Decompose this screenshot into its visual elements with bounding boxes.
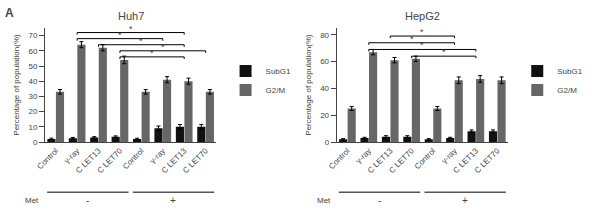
svg-text:Percentage of population(%): Percentage of population(%) [12, 34, 21, 136]
svg-text:*: * [161, 42, 165, 52]
svg-text:*: * [442, 47, 446, 57]
svg-text:*: * [420, 27, 424, 37]
svg-text:SubG1: SubG1 [557, 67, 582, 76]
svg-text:A: A [5, 6, 14, 20]
svg-text:*: * [118, 30, 122, 40]
svg-text:C LET13: C LET13 [74, 146, 103, 175]
svg-text:40: 40 [28, 77, 37, 86]
svg-text:40: 40 [320, 84, 329, 93]
svg-text:Met: Met [25, 196, 39, 205]
svg-text:γ-ray: γ-ray [354, 146, 373, 165]
svg-text:*: * [129, 24, 133, 34]
svg-text:γ-ray: γ-ray [148, 146, 167, 165]
svg-text:Control: Control [121, 146, 146, 171]
svg-text:Control: Control [413, 146, 438, 171]
svg-text:Met: Met [317, 196, 331, 205]
svg-text:*: * [420, 40, 424, 50]
svg-text:*: * [410, 34, 414, 44]
svg-text:γ-ray: γ-ray [62, 146, 81, 165]
svg-text:C LET13: C LET13 [160, 146, 189, 175]
svg-text:C LET13: C LET13 [451, 146, 480, 175]
svg-text:C LET70: C LET70 [387, 146, 416, 175]
svg-text:+: + [170, 195, 176, 206]
svg-text:60: 60 [320, 57, 329, 66]
svg-text:C LET70: C LET70 [95, 146, 124, 175]
svg-text:30: 30 [28, 92, 37, 101]
svg-text:*: * [150, 48, 154, 58]
svg-text:0: 0 [33, 138, 38, 147]
svg-text:*: * [139, 36, 143, 46]
svg-text:Huh7: Huh7 [118, 10, 144, 22]
svg-text:SubG1: SubG1 [266, 67, 291, 76]
svg-text:50: 50 [28, 62, 37, 71]
svg-text:Control: Control [327, 146, 352, 171]
svg-text:-: - [86, 195, 89, 206]
svg-text:G2/M: G2/M [266, 86, 286, 95]
svg-text:20: 20 [28, 107, 37, 116]
svg-text:10: 10 [28, 123, 37, 132]
svg-text:0: 0 [325, 138, 330, 147]
svg-text:70: 70 [28, 31, 37, 40]
svg-text:HepG2: HepG2 [405, 10, 440, 22]
svg-text:C LET70: C LET70 [473, 146, 502, 175]
svg-text:Percentage of population(%): Percentage of population(%) [304, 34, 313, 136]
svg-text:C LET13: C LET13 [366, 146, 395, 175]
svg-text:-: - [378, 195, 381, 206]
svg-text:20: 20 [320, 111, 329, 120]
svg-text:60: 60 [28, 47, 37, 56]
svg-text:C LET70: C LET70 [181, 146, 210, 175]
svg-text:80: 80 [320, 31, 329, 40]
svg-text:+: + [462, 195, 468, 206]
svg-text:γ-ray: γ-ray [440, 146, 459, 165]
svg-text:Control: Control [35, 146, 60, 171]
svg-text:G2/M: G2/M [557, 86, 577, 95]
